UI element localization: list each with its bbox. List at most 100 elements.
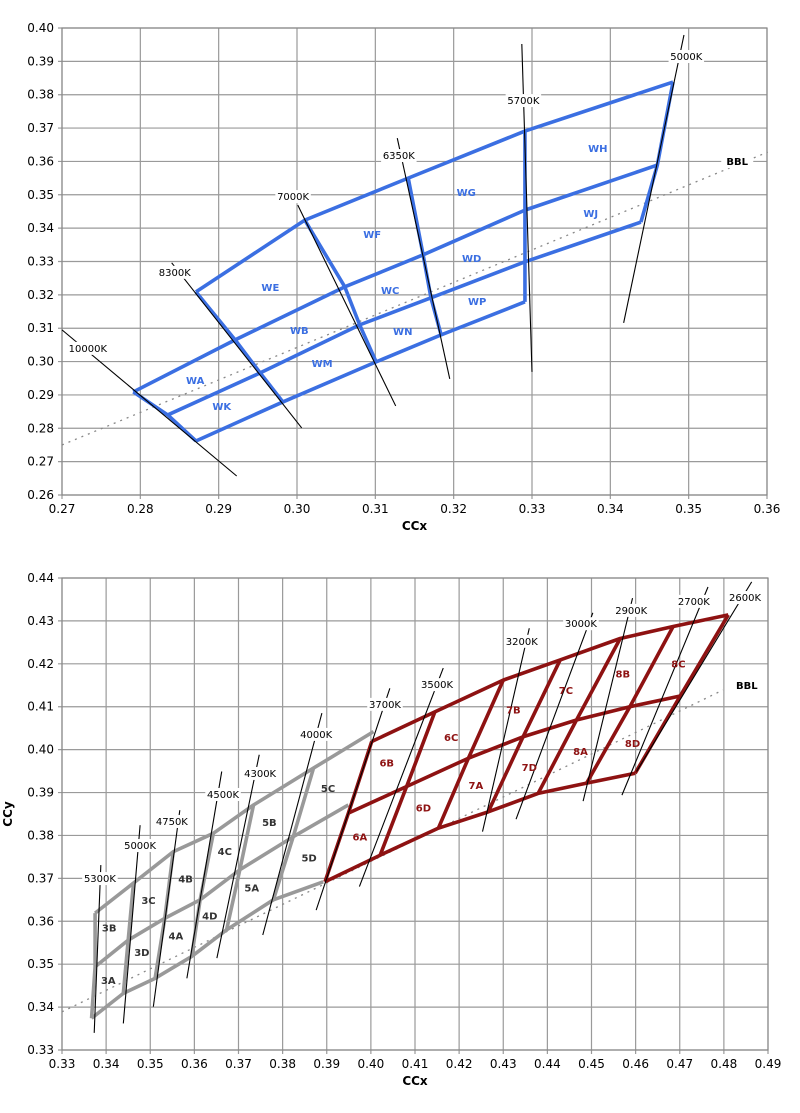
bin-label: WB (290, 326, 309, 337)
bbl-label: BBL (726, 157, 748, 168)
isotherm-label-bg (563, 617, 599, 631)
isotherm-label: 4750K (156, 817, 188, 828)
y-tick-label: 0.39 (27, 54, 54, 68)
bin-label: 4C (218, 847, 232, 858)
isotherm-label: 5000K (670, 52, 702, 63)
x-tick-label: 0.31 (362, 502, 389, 516)
bbl-label: BBL (736, 681, 758, 692)
x-tick-label: 0.48 (711, 1057, 738, 1071)
bin-label: 8C (671, 659, 685, 670)
isotherm-line (636, 581, 753, 772)
isotherm-line (621, 586, 709, 796)
bin-boundary (486, 659, 562, 813)
isotherm-line (262, 713, 323, 936)
x-tick-label: 0.30 (284, 502, 311, 516)
bin-boundary (633, 613, 730, 775)
x-tick-label: 0.34 (93, 1057, 120, 1071)
x-tick-label: 0.34 (597, 502, 624, 516)
isotherm-label-bg (154, 815, 190, 829)
x-tick-label: 0.27 (49, 502, 76, 516)
y-tick-label: 0.32 (27, 288, 54, 302)
isotherm-line (171, 262, 303, 429)
isotherm-label-bg (157, 265, 193, 279)
bin-boundary (585, 625, 675, 784)
y-tick-label: 0.36 (27, 154, 54, 168)
bin-label: 4D (202, 912, 217, 923)
plot-frame (61, 577, 769, 1051)
bin-label: WF (363, 230, 381, 241)
y-tick-label: 0.42 (27, 657, 54, 671)
isotherm-label: 5300K (84, 874, 116, 885)
x-tick-label: 0.44 (534, 1057, 561, 1071)
isotherm-label: 2600K (729, 593, 761, 604)
isotherm-line (623, 34, 685, 323)
y-tick-label: 0.40 (27, 21, 54, 35)
y-tick-label: 0.35 (27, 188, 54, 202)
chart-1: 0.27 0.28 0.29 0.30 0.31 0.32 0.33 0.34 0.35 0.36… (27, 21, 780, 533)
bin-label: 7D (522, 763, 537, 774)
x-tick-label: 0.43 (490, 1057, 517, 1071)
isotherm-line (515, 612, 594, 820)
x-tick-label: 0.38 (269, 1057, 296, 1071)
y-tick-label: 0.43 (27, 614, 54, 628)
bin-boundary (194, 80, 674, 294)
bin-label: 7C (559, 686, 573, 697)
bin-boundary (639, 81, 675, 223)
isotherm-label: 8300K (159, 268, 191, 279)
x-tick-label: 0.29 (205, 502, 232, 516)
plot-frame (61, 27, 768, 496)
isotherm-label-bg (122, 839, 158, 853)
y-tick-label: 0.27 (27, 455, 54, 469)
bin-label: 3A (101, 976, 116, 987)
bin-label: 5A (244, 883, 259, 894)
y-tick-label: 0.26 (27, 488, 54, 502)
isotherm-label: 3200K (506, 637, 538, 648)
isotherm-label-bg (668, 50, 705, 64)
isotherm-label: 5000K (124, 841, 156, 852)
x-tick-label: 0.45 (578, 1057, 605, 1071)
y-tick-label: 0.37 (27, 121, 54, 135)
isotherm-label: 7000K (277, 192, 309, 203)
x-tick-label: 0.35 (137, 1057, 164, 1071)
bin-label: WK (212, 402, 232, 413)
bin-label: 8D (625, 739, 640, 750)
isotherm-line (152, 810, 181, 1007)
bin-label: 7B (506, 705, 521, 716)
isotherm-line (297, 204, 397, 407)
bin-label: WD (462, 254, 481, 265)
bbl-label-bg (730, 678, 763, 693)
isotherm-label-bg (66, 341, 109, 355)
x-tick-label: 0.40 (358, 1057, 385, 1071)
bin-boundary (536, 637, 622, 795)
isotherm-label: 6350K (383, 151, 415, 162)
x-tick-label: 0.46 (622, 1057, 649, 1071)
bin-label: WG (457, 188, 476, 199)
bin-label: 3C (141, 896, 155, 907)
x-tick-label: 0.41 (402, 1057, 429, 1071)
isotherm-label: 10000K (69, 344, 108, 355)
bin-label: 5B (262, 818, 277, 829)
y-tick-label: 0.29 (27, 388, 54, 402)
bin-boundary (271, 767, 316, 901)
x-axis-title: CCx (402, 1074, 428, 1088)
y-tick-label: 0.33 (27, 255, 54, 269)
isotherm-line (122, 825, 141, 1024)
isotherm-label-bg (275, 190, 311, 204)
isotherm-label-bg (205, 787, 241, 801)
x-tick-label: 0.32 (440, 502, 467, 516)
y-tick-label: 0.39 (27, 786, 54, 800)
y-tick-label: 0.41 (27, 700, 54, 714)
isotherm-label-bg (367, 697, 403, 711)
chart-2: 0.33 0.34 0.35 0.36 0.37 0.38 0.39 0.40 0.41 0.42… (1, 571, 781, 1088)
y-axis-title: CCy (1, 801, 15, 827)
bin-boundary (132, 163, 658, 394)
y-tick-label: 0.44 (27, 571, 54, 585)
isotherm-line (481, 628, 530, 832)
isotherm-label-bg (298, 727, 334, 741)
bin-boundary (89, 913, 97, 1019)
bbl-curve (61, 151, 769, 446)
y-tick-label: 0.35 (27, 957, 54, 971)
isotherm-label: 4500K (207, 790, 239, 801)
x-tick-label: 0.33 (519, 502, 546, 516)
bin-boundary (121, 882, 136, 994)
